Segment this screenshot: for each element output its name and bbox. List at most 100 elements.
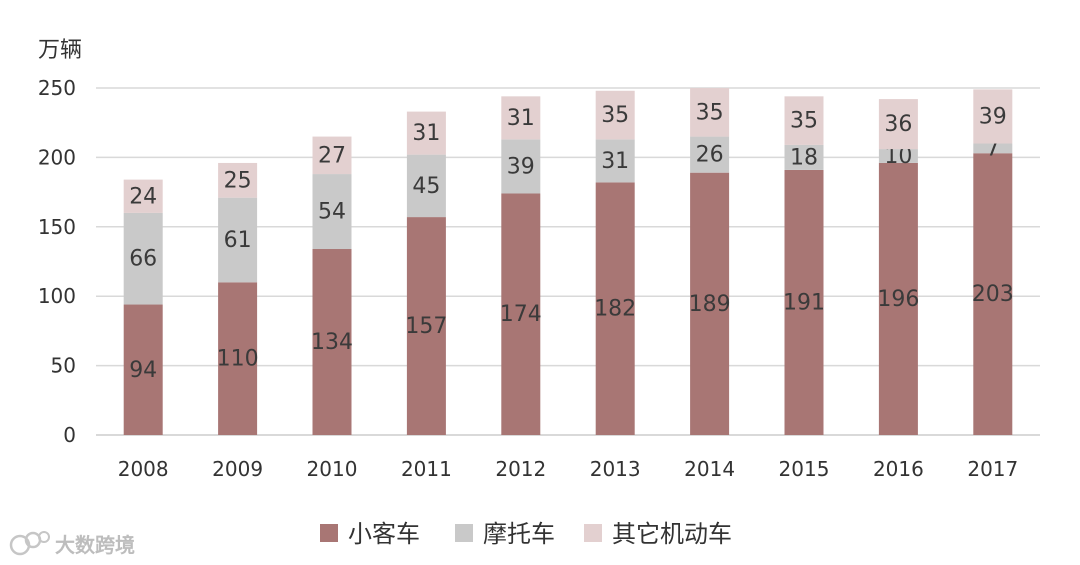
legend: 小客车 摩托车 其它机动车 (320, 520, 732, 548)
bar-group-2015: 191 18 35 (783, 96, 825, 435)
legend-item: 其它机动车 (584, 520, 732, 548)
legend-swatch (455, 524, 473, 542)
legend-swatch (320, 524, 338, 542)
data-label: 134 (311, 330, 353, 355)
bar-segment (973, 89, 1013, 144)
data-label: 27 (318, 143, 346, 168)
y-tick-label: 200 (38, 145, 76, 169)
y-tick-label: 250 (38, 76, 76, 100)
data-label: 191 (783, 290, 825, 315)
x-tick-label: 2010 (307, 457, 358, 481)
bar-segment (312, 136, 352, 175)
data-label: 61 (224, 228, 252, 253)
data-label: 174 (500, 302, 542, 327)
bars: 94 66 24 110 61 25 134 54 27 157 45 31 174 39 31 182 31 3… (123, 88, 1014, 435)
bar-segment (595, 182, 635, 435)
bar-group-2013: 182 31 35 (594, 90, 636, 435)
data-label: 18 (790, 145, 818, 170)
bar-segment (123, 212, 163, 305)
data-label: 39 (507, 154, 535, 179)
legend-label: 摩托车 (483, 520, 555, 548)
x-tick-label: 2014 (684, 457, 735, 481)
bar-segment (123, 179, 163, 213)
y-axis-unit-label: 万辆 (38, 38, 82, 63)
bar-group-2008: 94 66 24 (123, 179, 163, 435)
x-tick-label: 2011 (401, 457, 452, 481)
bar-segment (218, 197, 258, 283)
data-label: 36 (884, 112, 912, 137)
bar-segment (878, 149, 918, 163)
x-tick-label: 2013 (590, 457, 641, 481)
x-tick-label: 2017 (967, 457, 1018, 481)
legend-label: 其它机动车 (612, 520, 732, 548)
x-tick-label: 2009 (212, 457, 263, 481)
data-label: 39 (979, 104, 1007, 129)
bar-segment (312, 174, 352, 250)
y-tick-label: 50 (51, 354, 76, 378)
bar-group-2009: 110 61 25 (217, 162, 259, 435)
x-tick-label: 2012 (495, 457, 546, 481)
data-label: 35 (790, 109, 818, 134)
bar-group-2012: 174 39 31 (500, 96, 542, 435)
x-tick-label: 2016 (873, 457, 924, 481)
data-label: 31 (507, 106, 535, 131)
bar-segment (406, 154, 446, 218)
y-axis-ticks: 0 50 100 150 200 250 (38, 76, 76, 447)
bar-segment (784, 96, 824, 145)
x-axis-ticks: 2008 2009 2010 2011 2012 2013 2014 2015 2016 2017 (118, 457, 1019, 481)
bar-segment (690, 88, 730, 137)
data-label: 189 (689, 292, 731, 317)
bar-segment (406, 217, 446, 435)
bar-segment (784, 144, 824, 170)
bar-group-2014: 189 26 35 (689, 88, 731, 435)
x-tick-label: 2008 (118, 457, 169, 481)
data-label: 94 (129, 358, 157, 383)
watermark: 大数跨境 (9, 531, 135, 557)
data-label: 157 (405, 314, 447, 339)
data-label: 35 (696, 100, 724, 125)
data-label: 24 (129, 184, 157, 209)
bar-segment (690, 136, 730, 173)
watermark-text: 大数跨境 (55, 533, 135, 557)
bar-segment (690, 172, 730, 435)
bar-segment (501, 139, 541, 194)
bar-group-2010: 134 54 27 (311, 136, 353, 435)
bar-segment (595, 90, 635, 140)
bar-segment (218, 162, 258, 198)
legend-swatch (584, 524, 602, 542)
legend-item: 摩托车 (455, 520, 555, 548)
data-label: 54 (318, 200, 346, 225)
data-label: 110 (217, 347, 259, 372)
bar-segment (501, 96, 541, 140)
data-label: 26 (696, 143, 724, 168)
data-label: 31 (601, 149, 629, 174)
data-label: 66 (129, 247, 157, 272)
data-label: 25 (224, 168, 252, 193)
bar-group-2011: 157 45 31 (405, 111, 447, 435)
legend-item: 小客车 (320, 520, 420, 548)
bar-segment (123, 304, 163, 435)
data-label: 31 (412, 121, 440, 146)
legend-label: 小客车 (348, 520, 420, 548)
bar-segment (878, 99, 918, 150)
bar-segment (973, 143, 1013, 154)
logo-icon (9, 531, 50, 556)
data-label: 45 (412, 174, 440, 199)
bar-segment (218, 282, 258, 435)
y-tick-label: 150 (38, 215, 76, 239)
bar-segment (784, 169, 824, 435)
y-tick-label: 100 (38, 284, 76, 308)
bar-segment (501, 193, 541, 435)
y-tick-label: 0 (63, 423, 76, 447)
data-label: 196 (877, 287, 919, 312)
x-tick-label: 2015 (779, 457, 830, 481)
bar-segment (595, 139, 635, 183)
bar-segment (406, 111, 446, 155)
bar-segment (878, 162, 918, 435)
data-label: 203 (972, 282, 1014, 307)
data-label: 182 (594, 297, 636, 322)
data-label: 35 (601, 103, 629, 128)
